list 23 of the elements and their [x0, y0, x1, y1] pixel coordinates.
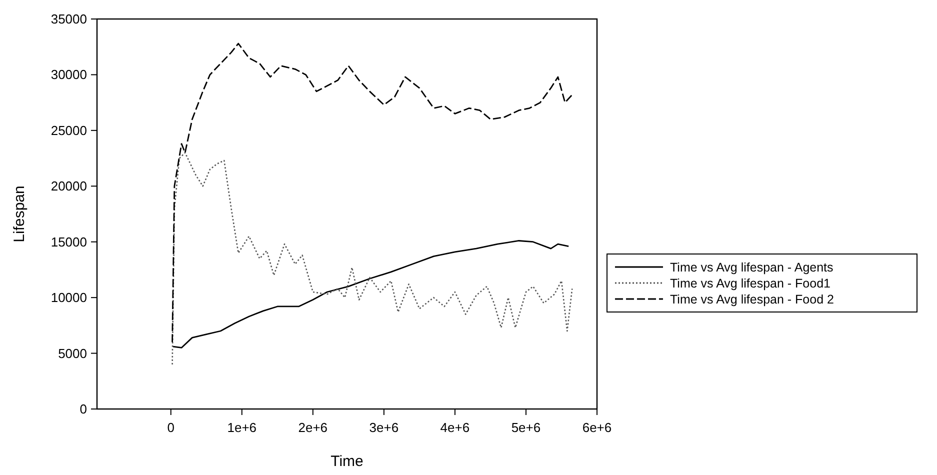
y-axis-title: Lifespan — [11, 186, 28, 242]
line-series — [172, 152, 573, 366]
legend-label: Time vs Avg lifespan - Food1 — [670, 276, 831, 290]
x-tick-label: 1e+6 — [227, 420, 257, 435]
line-series — [172, 42, 573, 343]
x-axis-title: Time — [330, 453, 364, 470]
y-tick-label: 5000 — [58, 346, 87, 361]
legend-label: Time vs Avg lifespan - Agents — [670, 260, 834, 274]
x-tick-label: 6e+6 — [582, 420, 612, 435]
x-tick-label: 2e+6 — [298, 420, 328, 435]
y-tick-label: 30000 — [50, 67, 87, 82]
y-tick-label: 0 — [80, 402, 87, 416]
y-tick-label: 10000 — [50, 290, 87, 306]
x-tick-label: 3e+6 — [369, 420, 399, 435]
legend-label: Time vs Avg lifespan - Food 2 — [670, 292, 834, 306]
y-tick-label: 15000 — [50, 234, 87, 250]
x-tick-label: 0 — [167, 420, 174, 435]
y-tick-label: 20000 — [50, 178, 87, 194]
line-series — [172, 240, 570, 348]
x-tick-label: 4e+6 — [440, 420, 470, 435]
y-tick-label: 25000 — [50, 122, 87, 138]
y-tick-label: 35000 — [50, 12, 87, 26]
x-tick-label: 5e+6 — [511, 420, 541, 435]
